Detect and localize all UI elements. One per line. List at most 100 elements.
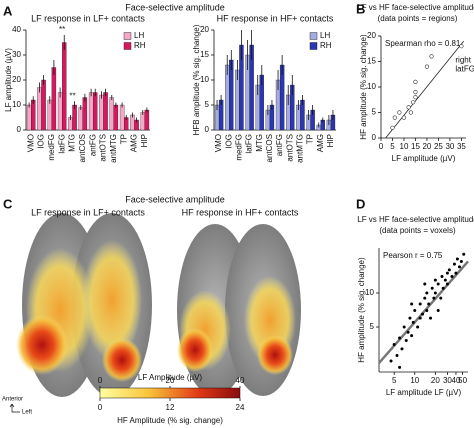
x-tick-label: 5 [392, 376, 397, 385]
x-tick-label: 30 [443, 376, 452, 385]
colorbar-tick-label: 40 [236, 376, 245, 385]
point [413, 95, 418, 100]
x-tick-label: AMG [316, 134, 325, 152]
point [410, 302, 414, 306]
bar [109, 97, 114, 131]
orientation-label: Left [22, 410, 32, 416]
bar [119, 104, 125, 131]
point [423, 296, 427, 300]
x-tick-label: antCOS [78, 134, 87, 162]
legend-label: RH [134, 41, 146, 50]
y-axis-label: HF amplitude (% sig. change) [359, 34, 368, 140]
colorbar-tick-label: 20 [166, 376, 175, 385]
point [418, 302, 422, 306]
y-tick-label: 5 [372, 108, 377, 117]
fit-line [378, 260, 469, 364]
annotation: Pearson r = 0.75 [383, 251, 443, 260]
point [430, 286, 434, 290]
x-tick-label: AMG [130, 134, 139, 152]
fit-line [385, 40, 465, 139]
point [441, 286, 445, 290]
point [439, 296, 443, 300]
y-axis-label: HFB amplitude (% sig. change) [192, 24, 201, 135]
point [410, 334, 414, 338]
point [416, 325, 420, 329]
point [452, 262, 456, 266]
x-tick-label: IOG [37, 134, 46, 149]
panel-label: A [3, 3, 13, 18]
point [423, 282, 427, 286]
bar [229, 59, 234, 131]
legend-swatch [123, 42, 132, 50]
legend-swatch [123, 32, 132, 40]
bar [144, 109, 150, 131]
y-tick-label: 0 [372, 133, 377, 142]
point [404, 338, 408, 342]
x-tick-label: HIP [140, 134, 149, 147]
point [400, 347, 404, 351]
point [425, 308, 429, 312]
point [411, 100, 416, 105]
point [429, 316, 433, 320]
colorbar-label: LF Amplitude (µV) [138, 373, 203, 382]
y-tick-label: 0 [205, 125, 210, 134]
point [425, 291, 429, 295]
y-tick-label: 20 [200, 25, 209, 34]
x-tick-label: 30 [445, 142, 454, 151]
point [413, 308, 417, 312]
point [402, 325, 406, 329]
x-tick-label: 10 [400, 142, 409, 151]
y-tick-label: 10 [200, 75, 209, 84]
x-tick-label: MTG [68, 134, 77, 152]
annotation: Spearman rho = 0.81 [385, 39, 461, 48]
x-tick-label: VMO [26, 134, 35, 152]
point [462, 252, 466, 256]
orientation-label: Anterior [2, 397, 23, 403]
bar [51, 67, 57, 131]
point [443, 278, 447, 282]
x-tick-label: antCOS [265, 134, 274, 162]
x-tick-label: 5 [390, 142, 395, 151]
y-tick-label: 20 [367, 31, 376, 40]
colorbar-tick-label: 12 [166, 403, 175, 412]
x-tick-label: antFG [88, 134, 97, 156]
point [408, 316, 412, 320]
point [433, 291, 437, 295]
point [398, 336, 402, 340]
point [457, 265, 461, 269]
panel-title: Face-selective amplitude [125, 194, 225, 204]
panel-label: D [356, 196, 365, 211]
panel-title: Face-selective amplitude [125, 2, 225, 12]
chart-subtitle: (data points = voxels) [379, 226, 456, 235]
point [436, 308, 440, 312]
brain-left [16, 213, 152, 397]
x-tick-label: 50 [458, 376, 467, 385]
x-tick-label: antFG [275, 134, 284, 156]
point [408, 110, 413, 115]
point [424, 64, 430, 69]
x-tick-label: HIP [326, 134, 335, 147]
point [433, 278, 437, 282]
point [429, 54, 434, 59]
annotation: ** [69, 91, 75, 100]
y-tick-label: 5 [205, 100, 210, 109]
point [406, 330, 410, 334]
point [395, 353, 399, 357]
chart-title: HF response in HF+ contacts [217, 13, 334, 23]
y-tick-label: 30 [12, 50, 21, 59]
point [392, 343, 396, 347]
x-tick-label: latFG [245, 134, 254, 154]
orientation-arrow [9, 403, 20, 413]
point [389, 359, 393, 363]
x-tick-label: antOTS [285, 134, 294, 162]
panel-label: B [356, 1, 365, 16]
chart-title: LF vs HF face-selective amplitude [357, 3, 474, 12]
x-tick-label: VMO [214, 134, 223, 152]
chart-title: LF vs HF face-selective amplitude [357, 215, 474, 224]
x-tick-label: TP [306, 134, 315, 144]
bar [82, 97, 88, 131]
point [459, 44, 464, 49]
x-tick-label: medFG [47, 134, 56, 161]
point-label: right [455, 55, 471, 64]
bar [88, 92, 94, 131]
